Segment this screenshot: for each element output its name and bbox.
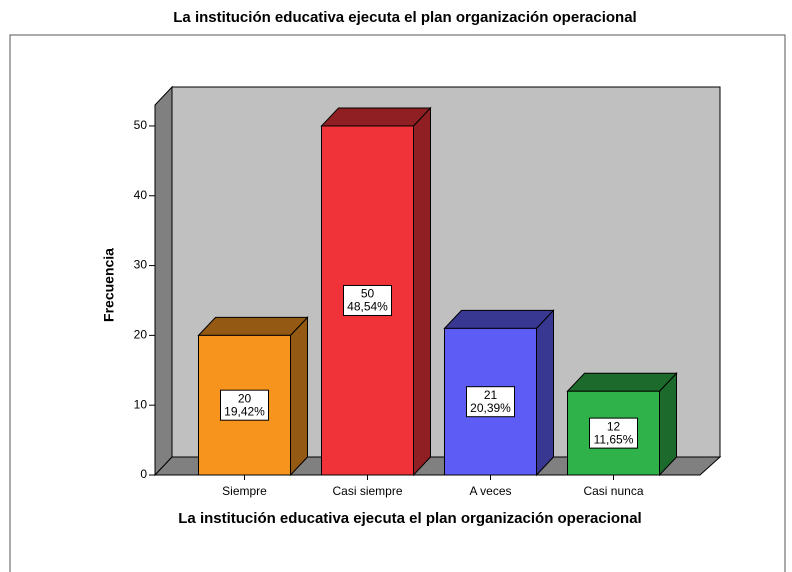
percent-label: 48,54% (347, 300, 388, 314)
frame (9, 34, 786, 572)
bar-side (413, 106, 431, 477)
label-box (466, 386, 515, 418)
bar-side (290, 316, 308, 477)
percent-label: 11,65% (594, 432, 634, 446)
x-tick-label: Siempre (222, 484, 267, 498)
percent-label: 19,42% (224, 404, 265, 418)
y-tick-label: 50 (134, 118, 148, 132)
bar-side (536, 309, 554, 477)
y-tick-label: 30 (134, 258, 148, 272)
value-label: 50 (361, 287, 375, 301)
y-tick-label: 20 (134, 328, 148, 342)
left-wall (154, 85, 173, 477)
percent-label: 20,39% (470, 401, 511, 415)
y-tick-label: 40 (134, 188, 148, 202)
bar-top (320, 107, 432, 127)
x-tick-label: A veces (469, 484, 511, 498)
bar-top (197, 316, 309, 336)
bar-top (566, 372, 678, 392)
y-axis-label: Frecuencia (101, 248, 117, 322)
label-box (589, 417, 638, 449)
value-label: 20 (238, 391, 252, 405)
x-tick-label: Casi siempre (332, 484, 402, 498)
chart-title: La institución educativa ejecuta el plan… (173, 9, 636, 26)
y-tick-label: 0 (140, 467, 147, 481)
label-box (220, 389, 269, 421)
x-axis-label: La institución educativa ejecuta el plan… (178, 510, 642, 527)
x-tick-label: Casi nunca (583, 484, 643, 498)
value-label: 21 (484, 388, 498, 402)
value-label: 12 (607, 419, 621, 433)
label-box (343, 284, 392, 316)
y-tick-label: 10 (134, 397, 148, 411)
bar-top (443, 309, 555, 329)
